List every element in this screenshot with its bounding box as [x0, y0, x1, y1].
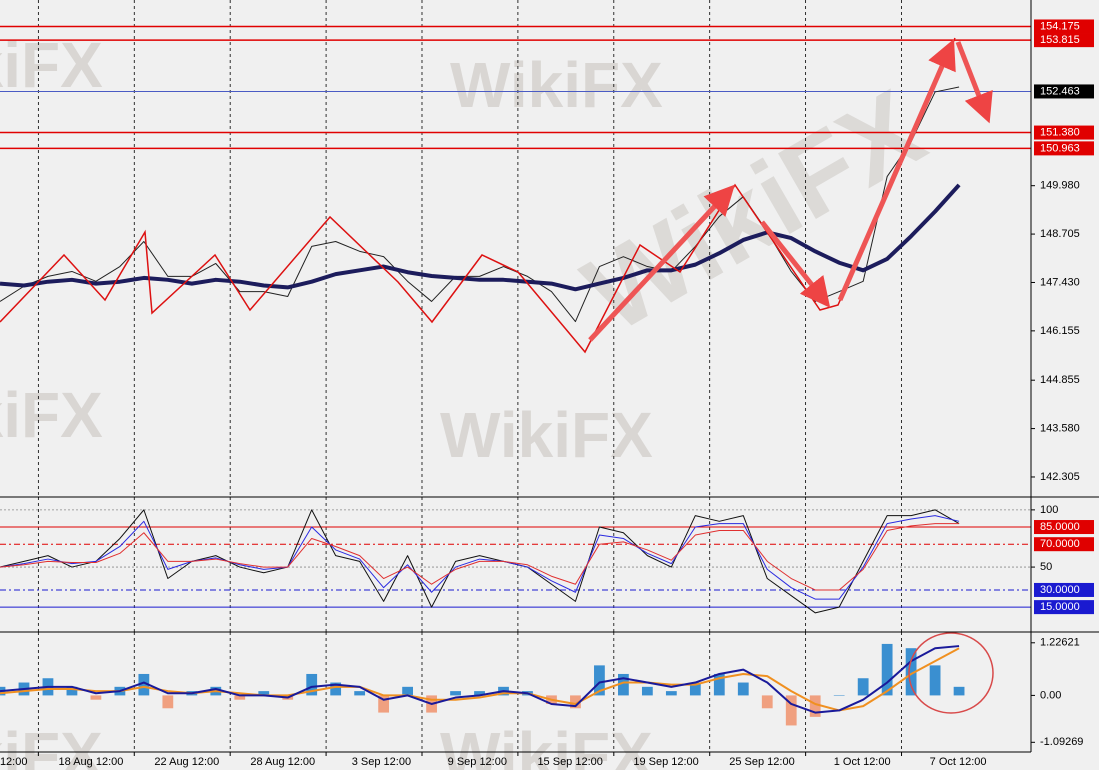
- histogram-bar: [378, 695, 390, 713]
- histogram-bar: [785, 695, 797, 726]
- histogram-bar: [138, 673, 150, 696]
- histogram-bar: [258, 691, 270, 696]
- level-label: 150.963: [1040, 142, 1080, 154]
- histogram-bar: [330, 682, 342, 696]
- level-label-box: [1034, 582, 1094, 597]
- histogram-bar: [618, 673, 629, 696]
- histogram-bar: [833, 695, 845, 696]
- arrow: [760, 220, 831, 308]
- level-label: 154.175: [1040, 20, 1080, 32]
- x-tick-label: 19 Sep 12:00: [633, 756, 698, 768]
- histogram-bar: [450, 691, 461, 696]
- level-label-box: [1034, 141, 1094, 156]
- histogram-bar: [234, 695, 246, 700]
- histogram-bar: [881, 643, 893, 696]
- annotations: [0, 37, 994, 714]
- level-label: 85.0000: [1040, 521, 1080, 533]
- plot-layers: [0, 0, 1031, 752]
- x-tick-label: 28 Aug 12:00: [250, 756, 315, 768]
- level-label: 30.0000: [1040, 584, 1080, 596]
- x-tick-label: 7 Oct 12:00: [930, 756, 987, 768]
- histogram-bar: [594, 665, 605, 696]
- histogram-bar: [953, 686, 965, 696]
- y-tick-label: 0.00: [1040, 689, 1061, 701]
- level-label-box: [1034, 600, 1094, 615]
- x-tick-label: 9 Sep 12:00: [448, 756, 507, 768]
- histogram-bar: [306, 673, 318, 696]
- level-label-box: [1034, 84, 1094, 99]
- x-tick-label: 15 Sep 12:00: [537, 756, 602, 768]
- arrow: [955, 41, 993, 124]
- level-label-box: [1034, 125, 1094, 140]
- y-tick-label: 1.22621: [1040, 637, 1080, 649]
- y-tick-label: 147.430: [1040, 276, 1080, 288]
- series-line: [0, 86, 960, 323]
- y-tick-label: 148.705: [1040, 228, 1080, 240]
- histogram-bar: [857, 678, 869, 696]
- histogram-bar: [66, 686, 78, 696]
- watermark: WikiFX: [0, 719, 103, 770]
- series-line: [0, 645, 960, 714]
- y-tick-label: 50: [1040, 561, 1052, 573]
- arrow: [588, 184, 735, 342]
- series-line: [0, 183, 961, 292]
- x-tick-label: 3 Sep 12:00: [352, 756, 411, 768]
- histogram-bar: [713, 673, 725, 696]
- histogram-bar: [905, 648, 917, 696]
- histogram-bar: [761, 695, 773, 709]
- series-line: [0, 515, 960, 600]
- watermark: WikiFX: [440, 719, 653, 770]
- histogram-bar: [737, 682, 749, 696]
- y-tick-label: 144.855: [1040, 374, 1080, 386]
- histogram-bar: [354, 691, 366, 696]
- highlight-circle: [908, 632, 994, 714]
- y-tick-label: 100: [1040, 504, 1058, 516]
- series-line: [0, 523, 960, 591]
- histogram-bar: [570, 695, 581, 709]
- arrow: [837, 38, 956, 302]
- y-tick-label: -1.09269: [1040, 736, 1083, 748]
- watermark: WikiFX: [440, 399, 653, 471]
- y-tick-label: 149.980: [1040, 180, 1080, 192]
- axes: 149.980 148.705 147.430 146.155 144.855 143.5…: [0, 19, 1094, 768]
- level-label: 70.0000: [1040, 538, 1080, 550]
- y-tick-label: 143.580: [1040, 422, 1080, 434]
- watermark: WikiFX: [0, 379, 103, 451]
- x-tick-label: 22 Aug 12:00: [154, 756, 219, 768]
- histogram-bar: [689, 682, 701, 696]
- pane: [0, 0, 1031, 497]
- x-tick-label: 18 Aug 12:00: [59, 756, 124, 768]
- y-tick-label: 146.155: [1040, 325, 1080, 337]
- frame: [0, 0, 1099, 753]
- histogram-bar: [474, 691, 485, 696]
- series-line: [0, 509, 960, 614]
- level-label: 15.0000: [1040, 601, 1080, 613]
- histogram-bar: [929, 665, 941, 696]
- histogram-bar: [641, 686, 653, 696]
- watermark: WikiFX: [450, 49, 663, 121]
- level-label-box: [1034, 19, 1094, 34]
- histogram-bar: [665, 691, 677, 696]
- watermark: WikiFX: [0, 29, 103, 101]
- x-tick-label: 25 Sep 12:00: [729, 756, 794, 768]
- x-tick-label: 12:00: [0, 756, 27, 768]
- level-label: 152.463: [1040, 85, 1080, 97]
- level-label-box: [1034, 520, 1094, 535]
- level-label: 153.815: [1040, 34, 1080, 46]
- histogram-bar: [402, 686, 413, 696]
- level-label-box: [1034, 537, 1094, 552]
- level-label-box: [1034, 33, 1094, 48]
- histogram-bar: [90, 695, 102, 700]
- x-tick-label: 1 Oct 12:00: [834, 756, 891, 768]
- pane: [0, 497, 1031, 632]
- level-label: 151.380: [1040, 126, 1080, 138]
- y-tick-label: 142.305: [1040, 471, 1080, 483]
- histogram-bar: [809, 695, 821, 717]
- zigzag: [0, 37, 956, 354]
- pane: [0, 632, 965, 752]
- histogram-bar: [162, 695, 174, 709]
